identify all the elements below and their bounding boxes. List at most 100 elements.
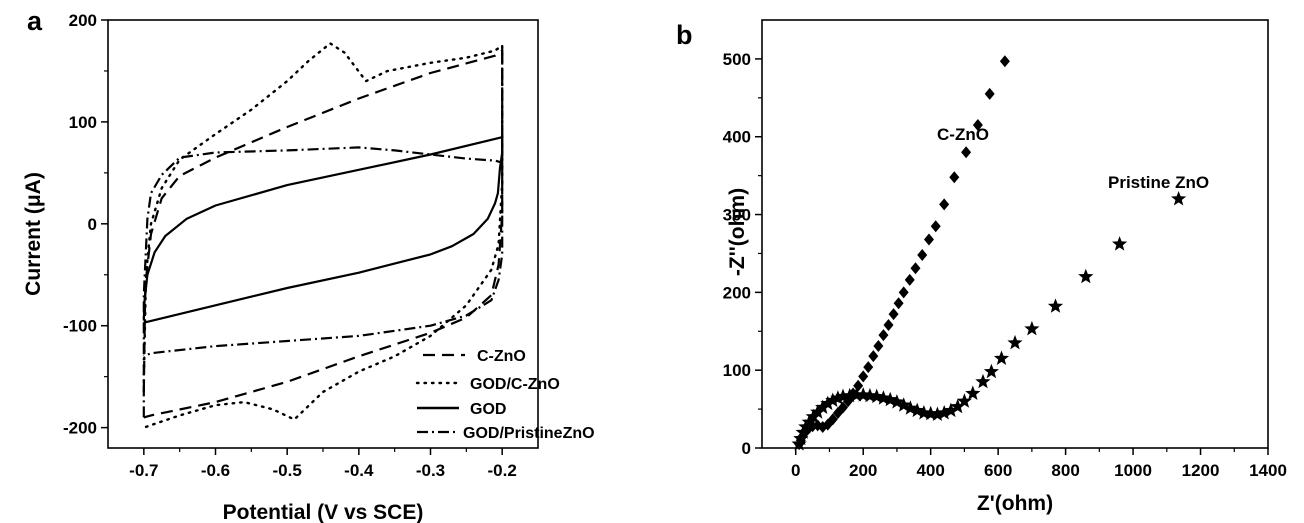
panel-b-y-tick-label: 300 bbox=[723, 206, 751, 225]
panel-a-ticks: -0.7 -0.6 -0.5 -0.4 -0.3 -0.2 -200 -100 0 100 200 bbox=[63, 11, 517, 480]
data-point-pristine-zno bbox=[791, 436, 807, 451]
panel-b-x-axis-label: Z'(ohm) bbox=[977, 492, 1053, 515]
data-point-c-zno bbox=[888, 308, 899, 321]
data-point-c-zno bbox=[827, 413, 838, 426]
data-point-pristine-zno bbox=[983, 363, 999, 379]
data-point-c-zno bbox=[961, 146, 972, 159]
panel-b-x-tick-label: 800 bbox=[1051, 461, 1079, 480]
panel-a-y-tick-label: -100 bbox=[63, 317, 97, 336]
data-point-c-zno bbox=[972, 119, 983, 132]
data-point-pristine-zno bbox=[855, 387, 871, 402]
panel-a-legend: C-ZnO GOD/C-ZnO GOD GOD/PristineZnO bbox=[415, 348, 595, 442]
data-point-pristine-zno bbox=[909, 402, 925, 418]
annotation-pristine-zno: Pristine ZnO bbox=[1108, 173, 1209, 192]
data-point-c-zno bbox=[939, 198, 950, 211]
data-point-pristine-zno bbox=[848, 387, 865, 402]
panel-b-x-tick-label: 0 bbox=[791, 461, 800, 480]
data-point-pristine-zno bbox=[993, 350, 1010, 365]
data-point-pristine-zno bbox=[923, 405, 939, 421]
panel-b-x-tick-label: 600 bbox=[984, 461, 1012, 480]
annotation-c-zno: C-ZnO bbox=[937, 125, 989, 144]
panel-a-label: a bbox=[27, 6, 43, 36]
data-point-pristine-zno bbox=[842, 387, 858, 403]
panel-a-x-tick-label: -0.2 bbox=[488, 461, 517, 480]
panel-b-y-tick-label: 500 bbox=[723, 50, 751, 69]
data-point-pristine-zno bbox=[862, 387, 878, 403]
data-point-pristine-zno bbox=[896, 397, 912, 412]
data-point-c-zno bbox=[984, 87, 995, 100]
legend-label-c-zno: C-ZnO bbox=[477, 348, 526, 365]
data-point-c-zno bbox=[917, 249, 928, 262]
data-point-pristine-zno bbox=[1078, 268, 1094, 284]
data-point-pristine-zno bbox=[936, 405, 952, 420]
data-point-pristine-zno bbox=[889, 394, 905, 409]
panel-a: a -0.7 -0.6 -0.5 -0.4 -0.3 -0.2 -200 -100 0 100 20… bbox=[22, 6, 595, 523]
data-point-pristine-zno bbox=[810, 404, 826, 419]
panel-b-plot-frame bbox=[761, 19, 1269, 449]
data-point-c-zno bbox=[853, 379, 864, 392]
data-point-pristine-zno bbox=[815, 399, 831, 414]
data-point-pristine-zno bbox=[1112, 236, 1128, 251]
panel-b-x-tick-label: 400 bbox=[916, 461, 944, 480]
legend-label-god-pristinezno: GOD/PristineZnO bbox=[463, 425, 595, 442]
data-point-pristine-zno bbox=[793, 430, 809, 446]
panel-b-series-group bbox=[791, 55, 1187, 451]
legend-label-god: GOD bbox=[470, 401, 506, 418]
panel-b: b 0 200 400 600 800 1000 1200 1400 0 100 200 300 400… bbox=[676, 19, 1287, 515]
data-point-pristine-zno bbox=[1024, 320, 1040, 336]
data-point-c-zno bbox=[868, 350, 879, 363]
panel-a-y-tick-label: 0 bbox=[88, 215, 97, 234]
series-line-god-c-zno bbox=[142, 42, 504, 429]
data-point-pristine-zno bbox=[965, 385, 981, 400]
panel-b-y-tick-label: 400 bbox=[723, 128, 751, 147]
data-point-c-zno bbox=[898, 286, 909, 299]
data-point-pristine-zno bbox=[805, 408, 821, 424]
data-point-c-zno bbox=[949, 171, 960, 184]
panel-a-y-tick-label: 200 bbox=[69, 11, 97, 30]
panel-b-x-tick-label: 1200 bbox=[1182, 461, 1220, 480]
legend-label-god-c-zno: GOD/C-ZnO bbox=[470, 376, 560, 393]
panel-a-series-group bbox=[142, 42, 504, 429]
data-point-c-zno bbox=[904, 273, 915, 286]
series-line-c-zno bbox=[142, 49, 504, 419]
panel-a-y-tick-label: -200 bbox=[63, 419, 97, 438]
data-point-pristine-zno bbox=[975, 373, 991, 389]
data-point-c-zno bbox=[999, 55, 1010, 68]
panel-a-x-axis-label: Potential (V vs SCE) bbox=[223, 501, 424, 523]
data-point-pristine-zno bbox=[929, 406, 945, 421]
data-point-pristine-zno bbox=[916, 405, 932, 420]
panel-a-y-axis-label: Current (μA) bbox=[22, 172, 45, 296]
panel-a-y-tick-label: 100 bbox=[69, 113, 97, 132]
panel-a-x-tick-label: -0.6 bbox=[201, 461, 230, 480]
data-point-c-zno bbox=[878, 329, 889, 342]
data-point-c-zno bbox=[893, 297, 904, 310]
panel-b-y-tick-label: 0 bbox=[742, 439, 751, 458]
panel-b-x-tick-label: 1000 bbox=[1114, 461, 1152, 480]
panel-a-x-tick-label: -0.3 bbox=[416, 461, 445, 480]
panel-b-ticks: 0 200 400 600 800 1000 1200 1400 0 100 200 300 400 50… bbox=[723, 50, 1287, 480]
data-point-pristine-zno bbox=[1007, 334, 1023, 350]
data-point-c-zno bbox=[873, 340, 884, 353]
data-point-c-zno bbox=[930, 220, 941, 233]
data-point-pristine-zno bbox=[902, 400, 918, 415]
panel-a-x-tick-label: -0.4 bbox=[344, 461, 374, 480]
data-point-pristine-zno bbox=[1171, 191, 1187, 206]
data-point-c-zno bbox=[863, 361, 874, 374]
panel-b-y-tick-label: 200 bbox=[723, 283, 751, 302]
data-point-c-zno bbox=[858, 370, 869, 383]
data-point-c-zno bbox=[923, 233, 934, 246]
data-point-pristine-zno bbox=[830, 390, 846, 405]
panel-b-label: b bbox=[676, 20, 693, 50]
panel-a-x-tick-label: -0.5 bbox=[273, 461, 302, 480]
series-line-god bbox=[142, 136, 504, 324]
data-point-c-zno bbox=[910, 262, 921, 275]
data-point-pristine-zno bbox=[835, 388, 851, 404]
series-line-god-pristinezno bbox=[142, 44, 504, 418]
panel-b-y-tick-label: 100 bbox=[723, 361, 751, 380]
panel-b-x-tick-label: 1400 bbox=[1249, 461, 1287, 480]
data-point-c-zno bbox=[837, 401, 848, 414]
panel-b-x-tick-label: 200 bbox=[849, 461, 877, 480]
panel-b-y-axis-label: -Z''(ohm) bbox=[726, 188, 749, 276]
panel-a-x-tick-label: -0.7 bbox=[129, 461, 158, 480]
